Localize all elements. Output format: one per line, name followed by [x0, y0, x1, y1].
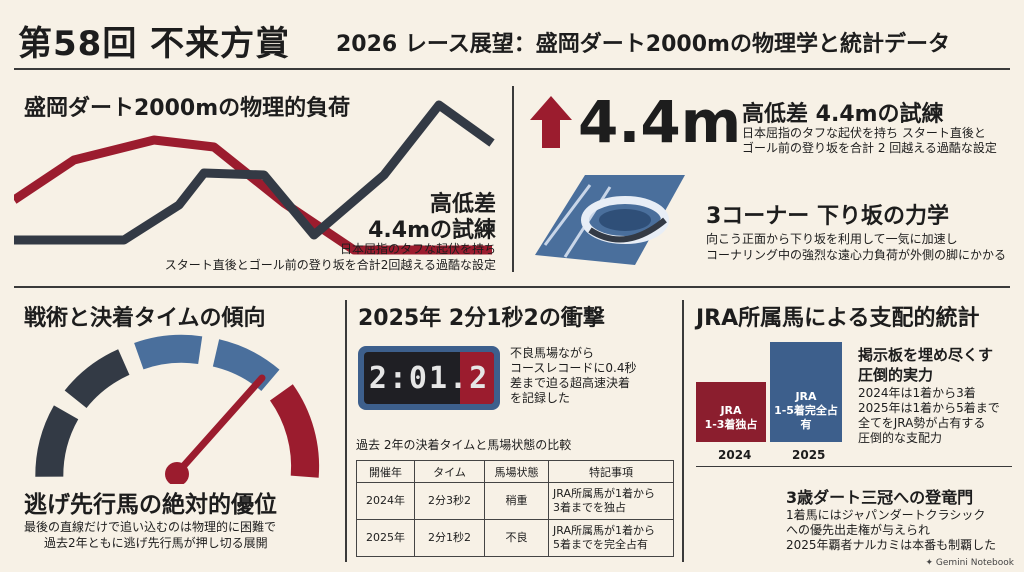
- course-callout-title-2: 4.4mの試練: [368, 218, 496, 243]
- bar-2025: JRA 1-5着完全占有: [770, 342, 842, 442]
- bottom-divider-left: [345, 300, 347, 562]
- bar-2024-label-2: 1-3着独占: [704, 418, 758, 431]
- triple-crown-text-2: への優先出走権が与えられ: [786, 523, 931, 537]
- elevation-big-value: 4.4m: [578, 88, 742, 156]
- corner-text-2: コーナリング中の強烈な遠心力負荷が外側の脚にかかる: [706, 248, 1007, 262]
- jra-headline-2: 圧倒的実力: [858, 366, 934, 384]
- elevation-profile-graphic: [14, 100, 495, 255]
- up-arrow-icon: [530, 96, 572, 148]
- jra-text-2: 2025年は1着から5着まで: [858, 401, 1000, 415]
- triple-crown-text-3: 2025年覇者ナルカミは本番も制覇した: [786, 538, 997, 552]
- jra-headline-1: 掲示板を埋め尽くす: [858, 346, 994, 364]
- bar-2024-year: 2024: [718, 448, 752, 462]
- header-divider: [14, 68, 1010, 70]
- table-cell: 2024年: [356, 482, 415, 520]
- top-column-divider: [512, 86, 514, 272]
- corner-track-icon: [535, 175, 685, 265]
- table-header-track: 馬場状態: [484, 460, 549, 483]
- main-title: 第58回 不来方賞: [18, 24, 291, 64]
- table-note-line: JRA所属馬が1着から: [553, 487, 655, 500]
- record-section-title: 2025年 2分1秒2の衝撃: [358, 306, 605, 331]
- page-subtitle: 2026 レース展望：盛岡ダート2000mの物理学と統計データ: [336, 32, 950, 57]
- tactics-headline: 逃げ先行馬の絶対的優位: [24, 492, 277, 518]
- table-cell: 2分3秒2: [414, 482, 485, 520]
- course-callout-text-2: スタート直後とゴール前の登り坂を合計2回越える過酷な設定: [164, 258, 496, 272]
- elevation-text-1: 日本屈指のタフな起伏を持ち スタート直後と: [742, 126, 986, 140]
- middle-divider: [14, 286, 1010, 288]
- digital-clock-icon: 2:01.2: [358, 346, 500, 410]
- record-text-2: コースレコードに0.4秒: [510, 361, 637, 375]
- bar-2025-label-1: JRA: [795, 390, 817, 403]
- table-cell: 稍重: [484, 482, 549, 520]
- table-header-row: 開催年 タイム 馬場状態 特記事項: [356, 460, 674, 483]
- jra-text-1: 2024年は1着から3着: [858, 386, 976, 400]
- bar-2024: JRA 1-3着独占: [696, 382, 766, 442]
- jra-section-divider: [696, 466, 1012, 467]
- table-header-year: 開催年: [356, 460, 415, 483]
- corner-title: 3コーナー 下り坂の力学: [706, 204, 949, 229]
- table-cell: 不良: [484, 519, 549, 557]
- footer-brand-text: Gemini Notebook: [935, 558, 1014, 568]
- footer-brand: ✦ Gemini Notebook: [925, 558, 1014, 568]
- bottom-divider-right: [682, 300, 684, 562]
- table-row: 2025年 2分1秒2 不良 JRA所属馬が1着から 5着までを完全占有: [356, 519, 674, 557]
- table-cell: JRA所属馬が1着から 3着までを独占: [548, 482, 674, 520]
- record-text-4: を記録した: [510, 391, 571, 405]
- table-note-line: JRA所属馬が1着から: [553, 524, 655, 537]
- results-table: 開催年 タイム 馬場状態 特記事項 2024年 2分3秒2 稍重 JRA所属馬が…: [356, 460, 674, 557]
- speedometer-gauge-icon: [35, 334, 320, 484]
- course-callout-text-1: 日本屈指のタフな起伏を持ち: [339, 242, 496, 256]
- table-header-time: タイム: [414, 460, 485, 483]
- tactics-section-title: 戦術と決着タイムの傾向: [24, 306, 266, 331]
- table-note-line: 5着までを完全占有: [553, 538, 648, 551]
- table-cell: 2025年: [356, 519, 415, 557]
- table-row: 2024年 2分3秒2 稍重 JRA所属馬が1着から 3着までを独占: [356, 482, 674, 520]
- table-cell: 2分1秒2: [414, 519, 485, 557]
- table-header-notes: 特記事項: [548, 460, 674, 483]
- jra-text-4: 圧倒的な支配力: [858, 431, 943, 445]
- course-callout-title-1: 高低差: [429, 192, 496, 217]
- triple-crown-title: 3歳ダート三冠への登竜門: [786, 488, 974, 507]
- clock-display-value: 2:01.2: [368, 360, 490, 396]
- table-cell: JRA所属馬が1着から 5着までを完全占有: [548, 519, 674, 557]
- jra-section-title: JRA所属馬による支配的統計: [696, 306, 980, 331]
- bar-2024-label-1: JRA: [720, 404, 742, 417]
- tactics-text-1: 最後の直線だけで追い込むのは物理的に困難で: [24, 520, 277, 534]
- elevation-text-2: ゴール前の登り坂を合計 2 回越える過酷な設定: [742, 141, 997, 155]
- jra-bar-chart: JRA 1-3着独占 JRA 1-5着完全占有: [696, 342, 842, 442]
- sparkle-icon: ✦: [925, 558, 934, 568]
- jra-text-3: 全てをJRA勢が占有する: [858, 416, 986, 430]
- bar-2025-year: 2025: [792, 448, 826, 462]
- triple-crown-text-1: 1着馬にはジャパンダートクラシック: [786, 508, 986, 522]
- corner-text-1: 向こう正面から下り坂を利用して一気に加速し: [706, 232, 958, 246]
- tactics-text-2: 過去2年ともに逃げ先行馬が押し切る展開: [44, 536, 268, 550]
- bar-2025-label-2: 1-5着完全占有: [774, 404, 838, 431]
- table-caption: 過去 2年の決着タイムと馬場状態の比較: [356, 438, 572, 452]
- elevation-title: 高低差 4.4mの試練: [742, 102, 944, 127]
- course-section-title: 盛岡ダート2000mの物理的負荷: [24, 96, 351, 121]
- record-text-3: 差まで迫る超高速決着: [510, 376, 631, 390]
- record-text-1: 不良馬場ながら: [510, 346, 595, 360]
- table-note-line: 3着までを独占: [553, 501, 626, 514]
